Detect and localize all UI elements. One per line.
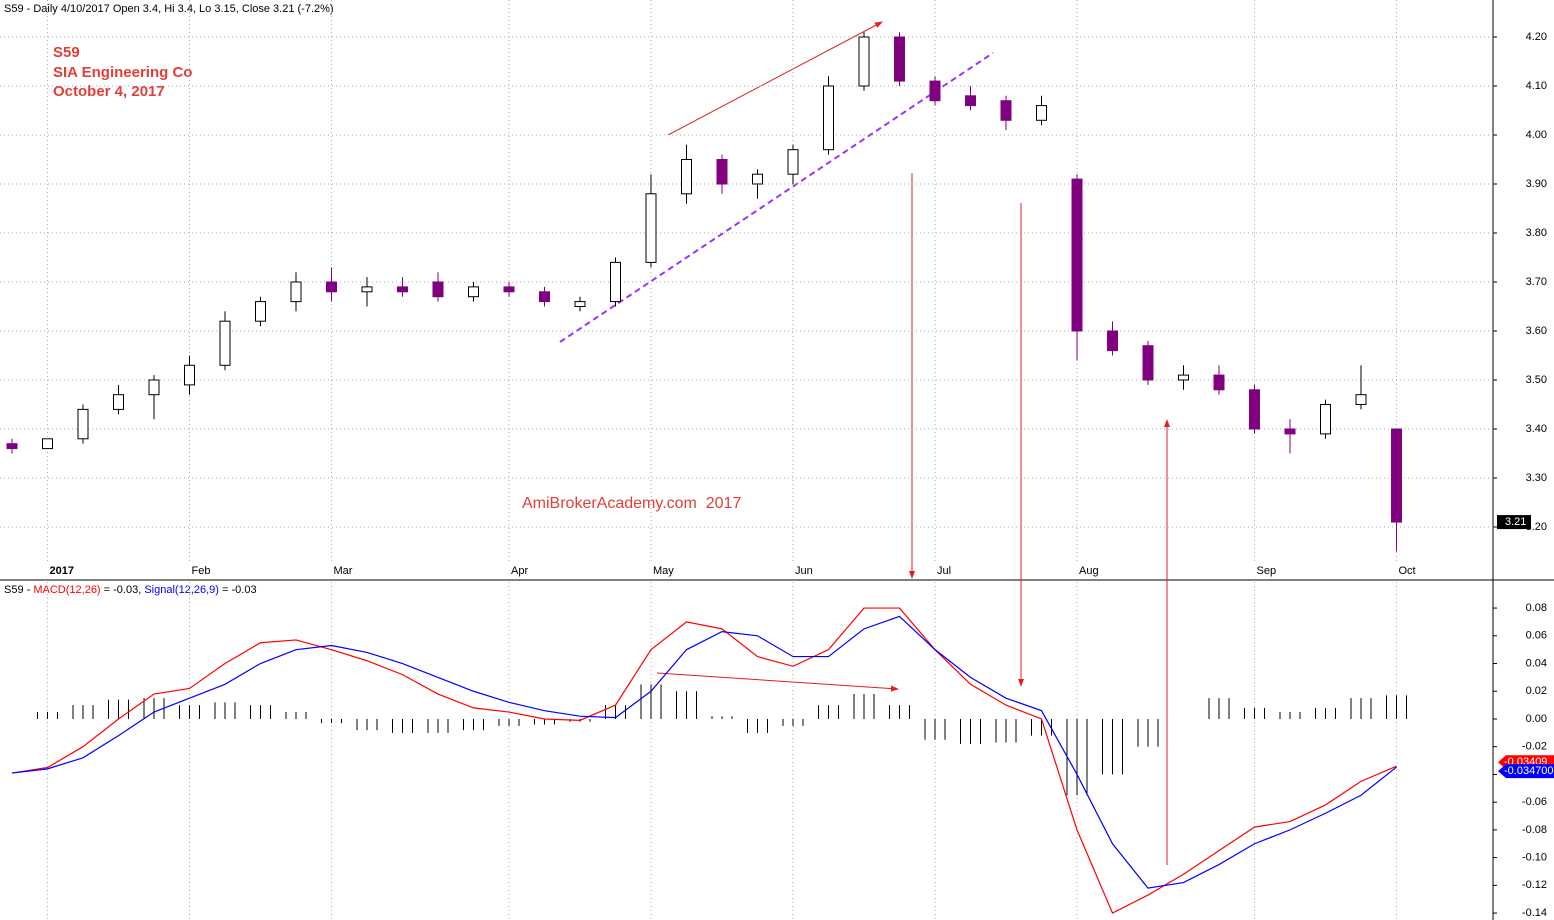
y-tick-label: -0.12 [1522,879,1547,891]
candle-body [787,149,799,175]
legend-entry: Signal(12,26,9) [144,584,219,596]
y-tick-label: 3.80 [1526,227,1547,239]
candle-body [539,291,550,303]
x-tick-label: Feb [192,565,211,577]
y-tick-label: 4.00 [1526,129,1547,141]
y-tick-label: 0.08 [1526,602,1547,614]
x-tick-label: Jun [795,565,813,577]
candle-body [752,173,763,185]
candle-body [894,36,905,82]
candle-body [184,364,195,386]
candle-body [290,281,302,303]
candle-body [113,394,124,410]
annotation: October 4, 2017 [53,83,165,100]
candle-body [574,301,586,307]
candle-body [965,95,976,107]
candle-body [681,158,692,195]
candle-body [326,281,337,293]
y-tick-label: -0.06 [1522,796,1547,808]
y-tick-label: 0.00 [1526,713,1547,725]
y-tick-label: 0.04 [1526,657,1547,669]
macd-line [11,615,1397,889]
x-tick-label: Aug [1079,565,1099,577]
value-tag: -0.034700 [1504,765,1554,777]
annotations [559,21,1170,865]
annotation: SIA Engineering Co [53,64,192,81]
price-tag-box [1497,515,1531,530]
header-value: = -0.03 [219,584,257,596]
chart-title: S59 - Daily 4/10/2017 Open 3.4, Hi 3.4, … [4,3,334,15]
y-tick-label: 3.30 [1526,472,1547,484]
candle-body [1071,178,1083,332]
candle-body [1107,330,1118,352]
candle-body [929,80,941,102]
candle-body [1142,345,1154,381]
candle-body [503,286,515,293]
header-value: = -0.03, [101,584,145,596]
candle-body [432,281,444,298]
candle-body [148,379,160,396]
candle-body [468,286,479,298]
price-tag: 3.21 [1505,516,1526,528]
candle-body [1000,100,1012,121]
x-tick-label: Jul [937,565,951,577]
x-tick-label: Apr [511,565,528,577]
y-tick-label: 3.70 [1526,276,1547,288]
y-tick-label: -0.08 [1522,824,1547,836]
x-tick-label: Mar [334,565,353,577]
y-tick-label: -0.14 [1522,907,1547,919]
candle-body [1320,403,1331,435]
y-tick-label: 4.10 [1526,80,1547,92]
trend-arrow [667,21,883,136]
candle-body [645,193,657,263]
candle-body [858,36,870,87]
y-tick-label: 3.40 [1526,423,1547,435]
candle-body [255,301,266,322]
y-tick-label: 0.02 [1526,685,1547,697]
candle-body [219,320,231,366]
y-tick-label: 0.06 [1526,630,1547,642]
y-tick-label: 3.90 [1526,178,1547,190]
annotation: S59 [53,44,80,61]
candle-body [1391,428,1402,523]
x-tick-label: 2017 [50,565,74,577]
candle-body [716,158,728,185]
y-tick-label: 4.20 [1526,31,1547,43]
watermark: AmiBrokerAcademy.com 2017 [522,495,741,512]
x-tick-label: Oct [1399,565,1416,577]
candle-body [1036,105,1047,121]
legend-entry: MACD(12,26) [33,584,100,596]
value-tag-box [1498,764,1554,779]
candle-body [823,85,834,151]
trend-line [559,52,994,343]
candle-body [1249,389,1260,430]
x-tick-label: Sep [1257,565,1277,577]
y-tick-label: -0.10 [1522,852,1547,864]
candle-body [42,438,53,450]
candle-body [77,408,89,440]
y-tick-label: 3.60 [1526,325,1547,337]
header-prefix: S59 - [4,584,33,596]
macd-line [11,607,1397,914]
candle-body [1213,374,1225,391]
candle-body [6,443,18,450]
candle-body [1284,428,1296,435]
candle-body [397,286,408,293]
candle-body [361,286,373,293]
candle-body [1355,394,1367,405]
candle-body [1178,374,1189,381]
macd-header: S59 - MACD(12,26) = -0.03, Signal(12,26,… [4,584,257,596]
y-tick-label: 3.50 [1526,374,1547,386]
divergence-arrow [656,672,899,692]
y-tick-label: -0.02 [1522,741,1547,753]
x-tick-label: May [653,565,674,577]
candle-body [610,261,621,303]
